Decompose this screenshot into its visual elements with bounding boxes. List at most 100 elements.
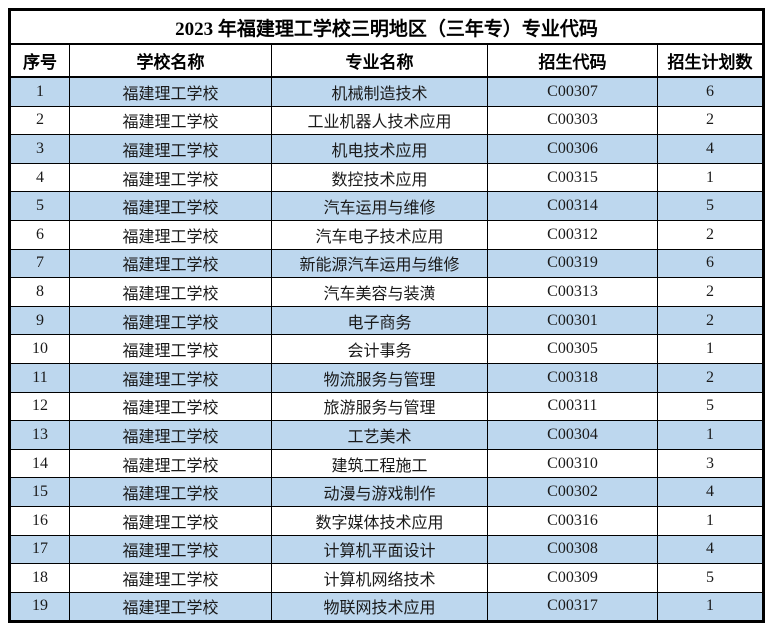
majors-table: 2023 年福建理工学校三明地区（三年专）专业代码 序号 学校名称 专业名称 招… (8, 8, 765, 624)
cell-school: 福建理工学校 (69, 477, 272, 507)
cell-major: 机械制造技术 (271, 76, 488, 107)
cell-code: C00310 (487, 448, 658, 479)
cell-major: 机电技术应用 (271, 134, 488, 164)
cell-major: 电子商务 (271, 305, 488, 336)
table-row: 8 福建理工学校 汽车美容与装潢 C00313 2 (9, 277, 764, 307)
cell-plan: 5 (657, 391, 764, 422)
cell-seq: 8 (9, 277, 70, 307)
cell-seq: 13 (9, 420, 70, 450)
cell-plan: 1 (657, 162, 764, 193)
cell-seq: 16 (9, 505, 70, 536)
cell-major: 旅游服务与管理 (271, 391, 488, 422)
table-row: 12 福建理工学校 旅游服务与管理 C00311 5 (9, 391, 764, 422)
col-header-plan: 招生计划数 (657, 43, 764, 78)
cell-plan: 2 (657, 305, 764, 336)
cell-major: 计算机网络技术 (271, 563, 488, 593)
cell-school: 福建理工学校 (69, 391, 272, 422)
table-row: 3 福建理工学校 机电技术应用 C00306 4 (9, 134, 764, 164)
cell-major: 工业机器人技术应用 (271, 105, 488, 136)
cell-code: C00302 (487, 477, 658, 507)
table-row: 1 福建理工学校 机械制造技术 C00307 6 (9, 76, 764, 107)
table-row: 17 福建理工学校 计算机平面设计 C00308 4 (9, 534, 764, 565)
title-row: 2023 年福建理工学校三明地区（三年专）专业代码 (9, 9, 764, 45)
cell-major: 动漫与游戏制作 (271, 477, 488, 507)
table-row: 9 福建理工学校 电子商务 C00301 2 (9, 305, 764, 336)
cell-plan: 5 (657, 563, 764, 593)
cell-plan: 1 (657, 505, 764, 536)
cell-code: C00308 (487, 534, 658, 565)
cell-plan: 1 (657, 334, 764, 364)
cell-school: 福建理工学校 (69, 305, 272, 336)
cell-school: 福建理工学校 (69, 219, 272, 250)
cell-code: C00319 (487, 248, 658, 279)
cell-seq: 1 (9, 76, 70, 107)
cell-plan: 6 (657, 76, 764, 107)
table-row: 4 福建理工学校 数控技术应用 C00315 1 (9, 162, 764, 193)
table-row: 5 福建理工学校 汽车运用与维修 C00314 5 (9, 191, 764, 221)
cell-code: C00304 (487, 420, 658, 450)
cell-plan: 4 (657, 477, 764, 507)
cell-plan: 3 (657, 448, 764, 479)
table-body: 1 福建理工学校 机械制造技术 C00307 6 2 福建理工学校 工业机器人技术应用 C003… (9, 76, 764, 623)
col-header-seq: 序号 (9, 43, 70, 78)
cell-school: 福建理工学校 (69, 134, 272, 164)
table-row: 14 福建理工学校 建筑工程施工 C00310 3 (9, 448, 764, 479)
cell-seq: 9 (9, 305, 70, 336)
table-row: 6 福建理工学校 汽车电子技术应用 C00312 2 (9, 219, 764, 250)
cell-school: 福建理工学校 (69, 505, 272, 536)
cell-seq: 12 (9, 391, 70, 422)
cell-code: C00306 (487, 134, 658, 164)
table-row: 11 福建理工学校 物流服务与管理 C00318 2 (9, 362, 764, 393)
cell-major: 汽车电子技术应用 (271, 219, 488, 250)
cell-plan: 2 (657, 219, 764, 250)
cell-seq: 11 (9, 362, 70, 393)
cell-school: 福建理工学校 (69, 334, 272, 364)
cell-seq: 14 (9, 448, 70, 479)
table-title: 2023 年福建理工学校三明地区（三年专）专业代码 (9, 9, 764, 45)
cell-major: 数字媒体技术应用 (271, 505, 488, 536)
table-row: 13 福建理工学校 工艺美术 C00304 1 (9, 420, 764, 450)
cell-major: 新能源汽车运用与维修 (271, 248, 488, 279)
cell-major: 数控技术应用 (271, 162, 488, 193)
cell-plan: 2 (657, 105, 764, 136)
cell-code: C00305 (487, 334, 658, 364)
cell-major: 工艺美术 (271, 420, 488, 450)
cell-seq: 5 (9, 191, 70, 221)
cell-plan: 5 (657, 191, 764, 221)
cell-school: 福建理工学校 (69, 162, 272, 193)
cell-code: C00317 (487, 591, 658, 623)
cell-plan: 1 (657, 420, 764, 450)
cell-major: 会计事务 (271, 334, 488, 364)
cell-seq: 3 (9, 134, 70, 164)
table-row: 19 福建理工学校 物联网技术应用 C00317 1 (9, 591, 764, 623)
cell-school: 福建理工学校 (69, 105, 272, 136)
table-row: 16 福建理工学校 数字媒体技术应用 C00316 1 (9, 505, 764, 536)
cell-school: 福建理工学校 (69, 420, 272, 450)
cell-major: 建筑工程施工 (271, 448, 488, 479)
cell-code: C00312 (487, 219, 658, 250)
cell-plan: 4 (657, 134, 764, 164)
table-row: 15 福建理工学校 动漫与游戏制作 C00302 4 (9, 477, 764, 507)
table-row: 7 福建理工学校 新能源汽车运用与维修 C00319 6 (9, 248, 764, 279)
cell-seq: 18 (9, 563, 70, 593)
cell-seq: 19 (9, 591, 70, 623)
cell-seq: 6 (9, 219, 70, 250)
cell-school: 福建理工学校 (69, 191, 272, 221)
cell-code: C00309 (487, 563, 658, 593)
cell-school: 福建理工学校 (69, 362, 272, 393)
cell-school: 福建理工学校 (69, 448, 272, 479)
cell-seq: 7 (9, 248, 70, 279)
cell-major: 物联网技术应用 (271, 591, 488, 623)
cell-school: 福建理工学校 (69, 591, 272, 623)
cell-major: 汽车运用与维修 (271, 191, 488, 221)
cell-code: C00318 (487, 362, 658, 393)
cell-plan: 6 (657, 248, 764, 279)
cell-seq: 10 (9, 334, 70, 364)
col-header-major: 专业名称 (271, 43, 488, 78)
table-row: 2 福建理工学校 工业机器人技术应用 C00303 2 (9, 105, 764, 136)
cell-code: C00313 (487, 277, 658, 307)
cell-school: 福建理工学校 (69, 248, 272, 279)
cell-plan: 4 (657, 534, 764, 565)
cell-seq: 15 (9, 477, 70, 507)
